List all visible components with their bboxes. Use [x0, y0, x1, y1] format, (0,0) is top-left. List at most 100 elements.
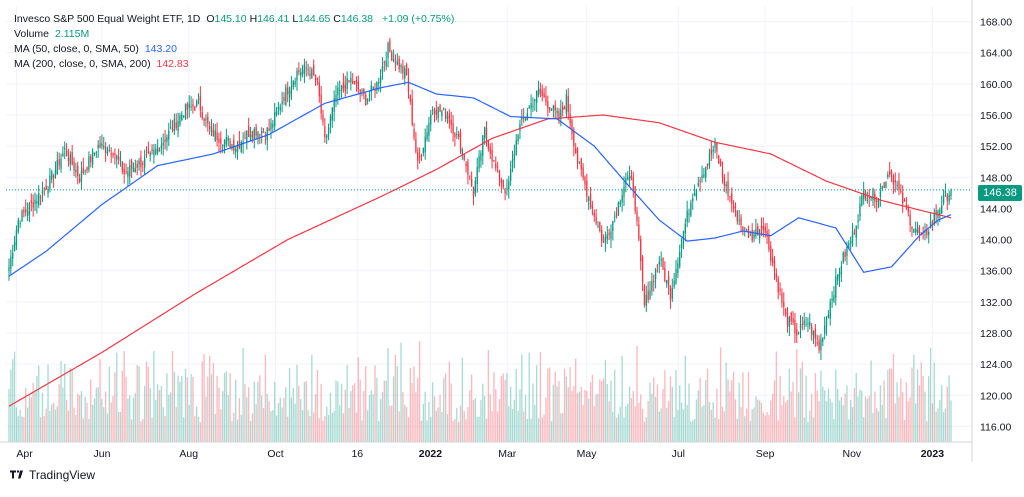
- candle-body: [143, 157, 146, 168]
- volume-bar: [424, 391, 426, 442]
- candle-body: [718, 156, 720, 164]
- volume-label[interactable]: Volume: [14, 28, 50, 40]
- volume-bar: [203, 353, 205, 442]
- tradingview-footer[interactable]: TradingView: [10, 468, 95, 482]
- volume-bar: [97, 387, 99, 442]
- candle-body: [721, 169, 724, 178]
- volume-bar: [168, 394, 170, 442]
- ma50-label[interactable]: MA (50, close, 0, SMA, 50): [14, 43, 139, 55]
- candle-body: [231, 144, 233, 149]
- candle-body: [56, 159, 58, 175]
- candle-body: [446, 116, 449, 119]
- volume-bar: [231, 421, 233, 442]
- candle-body: [41, 189, 44, 194]
- volume-bar: [266, 393, 268, 442]
- volume-bar: [749, 420, 752, 442]
- volume-bar: [62, 387, 64, 442]
- candle-body: [580, 158, 582, 170]
- candle-body: [701, 175, 703, 179]
- candle-body: [309, 73, 311, 77]
- volume-bar: [379, 399, 382, 442]
- volume-bar: [19, 409, 21, 442]
- volume-bar: [790, 391, 792, 442]
- volume-bar: [941, 385, 943, 442]
- volume-bar: [508, 406, 510, 442]
- ma200-label[interactable]: MA (200, close, 0, SMA, 200): [14, 58, 151, 70]
- candle-body: [249, 134, 252, 141]
- candle-body: [335, 94, 337, 103]
- candle-body: [222, 145, 224, 147]
- candle-body: [779, 288, 781, 291]
- instrument-title[interactable]: Invesco S&P 500 Equal Weight ETF, 1D: [14, 13, 201, 25]
- volume-bar: [820, 370, 822, 442]
- candle-body: [49, 175, 51, 189]
- x-tick-label: Jun: [93, 448, 110, 460]
- candle-body: [578, 161, 581, 163]
- volume-bar: [65, 399, 68, 442]
- volume-bar: [775, 351, 778, 442]
- volume-bar: [589, 382, 592, 442]
- volume-bar: [732, 371, 735, 442]
- candle-body: [177, 121, 179, 132]
- volume-bar: [521, 354, 523, 442]
- volume-bar: [863, 417, 865, 442]
- candle-body: [783, 302, 785, 308]
- volume-bar: [946, 386, 948, 442]
- candle-body: [876, 200, 878, 203]
- candle-body: [519, 124, 521, 131]
- candle-body: [30, 200, 32, 203]
- candle-body: [602, 241, 605, 243]
- candle-body: [298, 70, 300, 73]
- candle-body: [173, 119, 176, 132]
- volume-bar: [738, 382, 740, 442]
- volume-bar: [259, 375, 261, 442]
- candle-body: [511, 159, 514, 168]
- volume-bar: [684, 355, 686, 442]
- candle-body: [192, 104, 194, 107]
- volume-bar: [827, 388, 830, 442]
- volume-bar: [179, 381, 181, 442]
- volume-bar: [502, 373, 504, 442]
- candle-body: [939, 209, 941, 216]
- volume-bar: [580, 386, 582, 442]
- volume-bar: [476, 416, 478, 442]
- candle-body: [612, 220, 614, 231]
- candle-body: [270, 123, 272, 130]
- volume-bar: [275, 415, 278, 442]
- candle-body: [911, 226, 913, 229]
- volume-bar: [405, 407, 408, 442]
- candle-body: [552, 105, 555, 111]
- candle-body: [365, 94, 367, 106]
- candle-body: [705, 166, 707, 178]
- volume-bar: [400, 342, 402, 442]
- candle-body: [803, 320, 805, 325]
- candle-body: [654, 269, 657, 280]
- candle-body: [506, 187, 508, 189]
- volume-bar: [208, 355, 211, 442]
- volume-bar: [134, 393, 137, 442]
- candle-body: [456, 134, 458, 136]
- candle-body: [844, 252, 846, 258]
- volume-bar: [51, 404, 53, 442]
- candle-body: [745, 229, 748, 231]
- volume-bar: [602, 378, 605, 442]
- volume-bar: [324, 416, 326, 442]
- candle-body: [725, 184, 727, 187]
- candle-body: [712, 149, 714, 152]
- volume-bar: [361, 420, 363, 442]
- volume-bar: [545, 397, 547, 442]
- volume-bar: [725, 362, 727, 442]
- candle-body: [210, 127, 213, 133]
- volume-bar: [233, 412, 235, 442]
- volume-bar: [840, 396, 843, 442]
- candle-body: [164, 139, 166, 142]
- volume-bar: [617, 414, 620, 442]
- volume-bar: [461, 357, 464, 442]
- volume-bar: [240, 414, 242, 442]
- volume-bar: [235, 379, 237, 442]
- candle-body: [352, 81, 354, 84]
- volume-bar: [288, 367, 291, 442]
- candle-body: [318, 81, 320, 97]
